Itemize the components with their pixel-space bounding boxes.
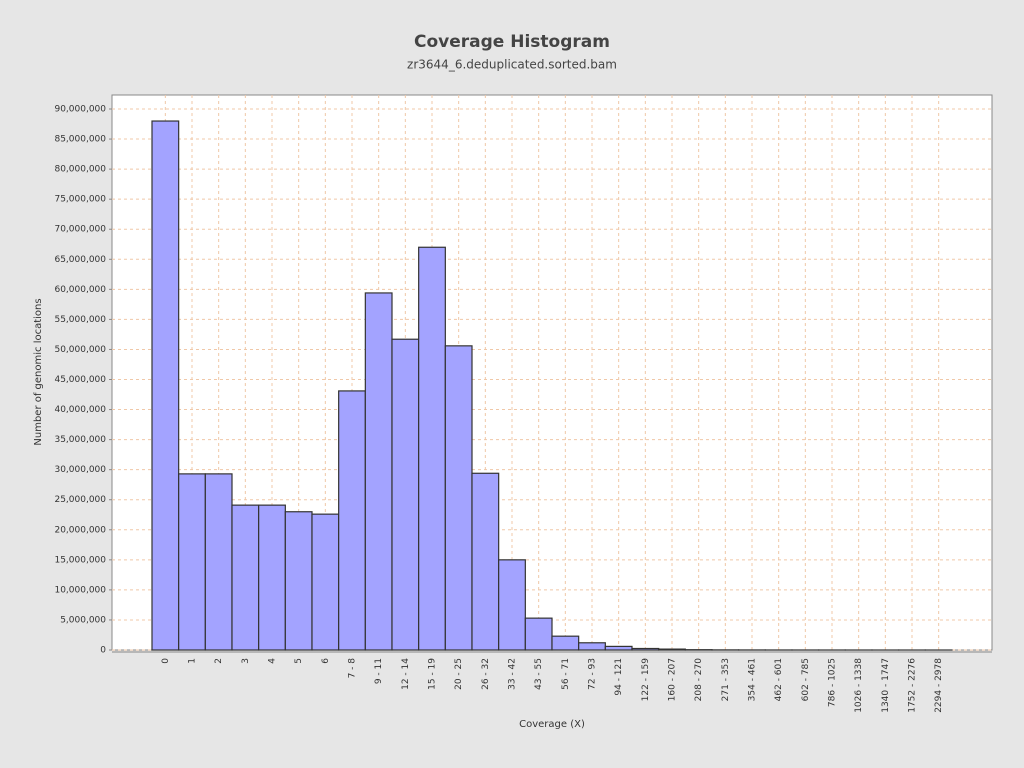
y-tick-label: 80,000,000 xyxy=(54,165,106,175)
x-tick-label: 94 - 121 xyxy=(614,658,624,696)
x-tick-label: 15 - 19 xyxy=(428,658,438,690)
x-tick-label: 208 - 270 xyxy=(694,658,704,702)
bar xyxy=(284,511,313,651)
bar xyxy=(391,338,420,651)
y-tick-label: 70,000,000 xyxy=(54,225,106,235)
bar xyxy=(551,635,580,651)
x-tick-label: 354 - 461 xyxy=(748,658,758,701)
x-tick-label: 3 xyxy=(241,658,251,664)
x-tick-label: 786 - 1025 xyxy=(828,658,838,707)
chart-title: Coverage Histogram xyxy=(414,32,610,52)
x-tick-label: 1026 - 1338 xyxy=(854,658,864,713)
y-tick-label: 10,000,000 xyxy=(54,585,106,595)
y-tick-label: 0 xyxy=(100,646,106,656)
x-tick-label: 7 - 8 xyxy=(348,658,358,679)
y-tick-label: 85,000,000 xyxy=(54,135,106,145)
y-tick-label: 5,000,000 xyxy=(60,615,106,625)
y-tick-label: 45,000,000 xyxy=(54,375,106,385)
x-tick-label: 271 - 353 xyxy=(721,658,731,701)
bar xyxy=(498,559,526,651)
bar xyxy=(364,292,393,651)
y-tick-label: 35,000,000 xyxy=(54,435,106,445)
y-tick-label: 60,000,000 xyxy=(54,285,106,295)
x-tick-label: 1340 - 1747 xyxy=(881,658,891,713)
y-tick-label: 50,000,000 xyxy=(54,345,106,355)
y-tick-label: 15,000,000 xyxy=(54,555,106,565)
x-tick-label: 12 - 14 xyxy=(401,658,411,690)
bar xyxy=(151,120,180,651)
chart-subtitle: zr3644_6.deduplicated.sorted.bam xyxy=(407,58,617,72)
x-tick-label: 122 - 159 xyxy=(641,658,651,702)
y-axis-label: Number of genomic locations xyxy=(33,298,44,445)
x-tick-label: 4 xyxy=(268,658,278,664)
x-tick-label: 43 - 55 xyxy=(534,658,544,690)
x-tick-label: 56 - 71 xyxy=(561,658,571,690)
bar xyxy=(231,504,260,651)
x-tick-label: 2294 - 2978 xyxy=(934,658,944,713)
y-tick-label: 65,000,000 xyxy=(54,255,106,265)
x-tick-label: 9 - 11 xyxy=(374,658,384,684)
y-tick-label: 75,000,000 xyxy=(54,195,106,205)
bar xyxy=(204,473,233,651)
y-tick-label: 90,000,000 xyxy=(54,105,106,115)
bar xyxy=(338,390,366,651)
bar xyxy=(604,645,633,651)
x-tick-label: 462 - 601 xyxy=(774,658,784,701)
bar xyxy=(178,473,206,651)
x-tick-label: 72 - 93 xyxy=(588,658,598,690)
y-tick-label: 40,000,000 xyxy=(54,405,106,415)
x-tick-label: 602 - 785 xyxy=(801,658,811,701)
y-tick-label: 25,000,000 xyxy=(54,495,106,505)
bar xyxy=(631,647,660,651)
x-tick-label: 1752 - 2276 xyxy=(908,658,918,713)
x-tick-label: 33 - 42 xyxy=(508,658,518,690)
bar xyxy=(524,617,553,651)
x-tick-label: 26 - 32 xyxy=(481,658,491,690)
bar xyxy=(658,648,686,651)
bar xyxy=(578,642,606,651)
x-tick-label: 160 - 207 xyxy=(668,658,678,701)
bar xyxy=(471,472,500,651)
x-tick-label: 20 - 25 xyxy=(454,658,464,690)
x-tick-label: 5 xyxy=(294,658,304,664)
bar xyxy=(444,345,473,651)
x-tick-label: 0 xyxy=(161,658,171,664)
y-tick-label: 30,000,000 xyxy=(54,465,106,475)
bar xyxy=(418,246,446,651)
x-axis-label: Coverage (X) xyxy=(519,719,585,730)
bar xyxy=(258,504,286,651)
x-tick-label: 2 xyxy=(214,658,224,664)
y-tick-label: 55,000,000 xyxy=(54,315,106,325)
x-tick-label: 6 xyxy=(321,658,331,664)
y-tick-label: 20,000,000 xyxy=(54,525,106,535)
bar xyxy=(311,513,340,651)
x-tick-label: 1 xyxy=(188,658,198,664)
